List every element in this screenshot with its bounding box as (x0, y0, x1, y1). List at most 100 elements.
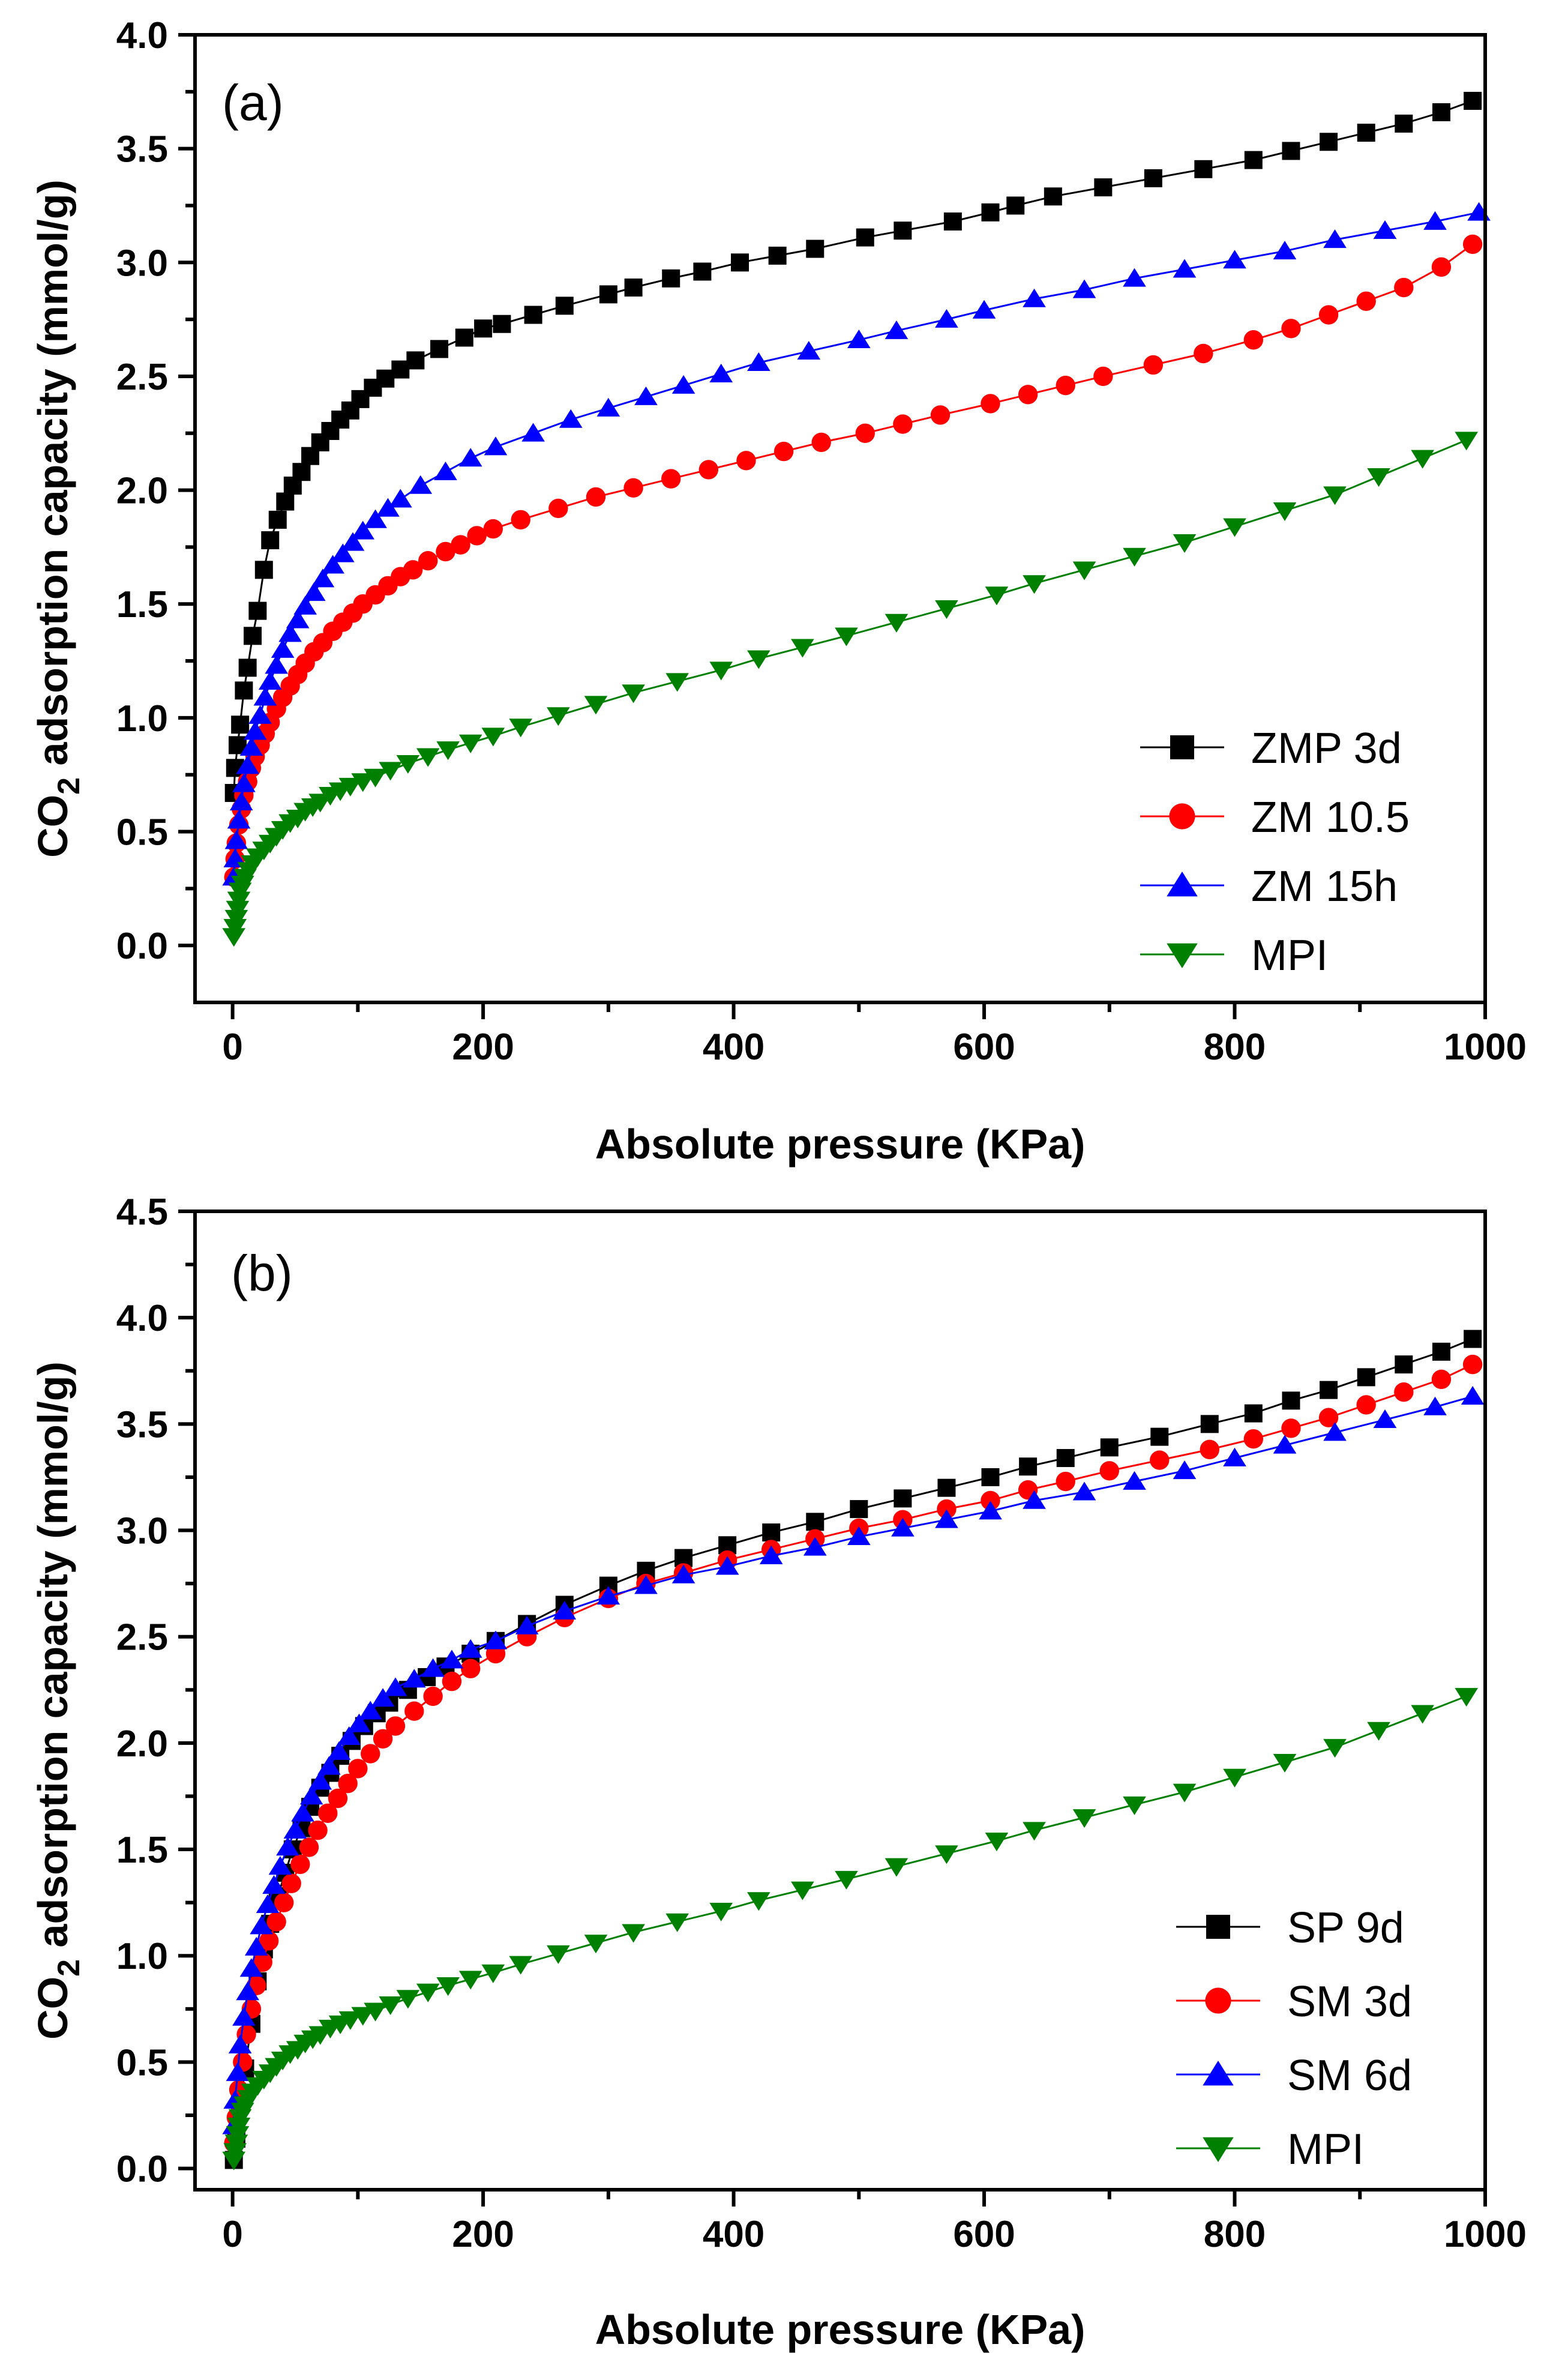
panel-b-point-sm-6d (1323, 1422, 1347, 1441)
panel-a-point-zm-10-5 (1194, 343, 1213, 364)
panel-a-point-zmp-3d (524, 306, 542, 324)
panel-b-point-sm-6d (1423, 1396, 1447, 1415)
panel-b-y-tick-label: 3.5 (116, 1404, 168, 1445)
panel-b-legend-marker-sm-3d (1205, 1987, 1231, 2014)
panel-b-point-sm-6d (291, 1803, 314, 1822)
panel-a-point-zm-15h (1072, 279, 1096, 298)
panel-b-point-sm-6d (299, 1786, 323, 1805)
panel-b-point-sm-6d (484, 1630, 508, 1649)
panel-b-point-mpi (1023, 1822, 1046, 1841)
panel-b-point-sm-6d (402, 1669, 426, 1688)
panel-b-point-mpi (1072, 1809, 1096, 1828)
panel-b-point-sm-6d (262, 1875, 286, 1894)
panel-b-legend-marker-sm-6d (1203, 2061, 1234, 2086)
panel-b-x-tick-label: 1000 (1444, 2214, 1527, 2255)
panel-a-point-zmp-3d (1320, 133, 1338, 151)
panel-a-point-zm-15h (302, 582, 326, 601)
panel-a-point-zmp-3d (624, 279, 643, 297)
panel-a-point-zm-15h (885, 320, 909, 339)
panel-a-point-mpi (1273, 502, 1297, 521)
panel-b-point-sp-9d (894, 1489, 912, 1508)
panel-b-legend-label-sp-9d: SP 9d (1287, 1904, 1404, 1952)
panel-b-point-sm-6d (1273, 1435, 1297, 1454)
panel-a-point-mpi (416, 748, 440, 767)
panel-b-point-sm-6d (308, 1771, 332, 1790)
panel-a-point-zm-10-5 (736, 451, 756, 471)
panel-b-legend-label-sm-6d: SM 6d (1287, 2052, 1412, 2100)
panel-b-plot-area: 0 200 400 600 800 1000 0.0 0.5 1.0 1.5 2.0 2.5 3.0 3.… (116, 1192, 1527, 2255)
panel-b-point-sp-9d (1432, 1342, 1450, 1361)
panel-b-point-sm-3d (1056, 1471, 1075, 1492)
panel-b-point-sm-3d (937, 1499, 957, 1519)
panel-b-point-sm-6d (256, 1894, 280, 1913)
panel-a-point-mpi (226, 900, 250, 920)
panel-a-point-zmp-3d (244, 627, 262, 645)
panel-b-point-sp-9d (937, 1478, 956, 1497)
panel-b-y-axis-title-co: CO (29, 1977, 76, 2040)
panel-b-point-mpi (1223, 1768, 1246, 1788)
panel-a-legend-label-zm-10-5: ZM 10.5 (1251, 794, 1410, 842)
panel-b-point-mpi (665, 1913, 689, 1932)
panel-a-point-zm-15h (239, 737, 263, 756)
panel-b-point-mpi (1455, 1688, 1479, 1707)
panel-b-y-tick-label: 2.0 (116, 1723, 168, 1765)
panel-a-point-mpi (396, 755, 420, 774)
panel-a-point-mpi (547, 707, 570, 726)
panel-a-point-zm-10-5 (586, 487, 606, 507)
panel-b-y-axis-title-rest: adsorption capacity (mmol/g) (29, 1361, 76, 1959)
panel-a-point-zmp-3d (555, 297, 574, 315)
panel-b-point-mpi (791, 1881, 814, 1900)
panel-b-point-mpi (364, 2002, 387, 2022)
panel-a-point-zm-15h (224, 830, 248, 849)
panel-a-point-mpi (338, 777, 362, 797)
panel-b-point-mpi (226, 2126, 250, 2145)
panel-b-point-sm-3d (385, 1716, 406, 1736)
panel-a-point-mpi (458, 734, 482, 753)
panel-b-point-mpi (416, 1983, 440, 2002)
panel-a-series-zmp-3d (224, 91, 1482, 803)
panel-b-point-sm-3d (299, 1837, 319, 1857)
panel-b-point-sm-6d (239, 1958, 263, 1977)
panel-b-point-sm-6d (371, 1688, 395, 1707)
panel-b-point-sm-6d (236, 1981, 259, 2001)
panel-a-y-tick-label: 2.0 (116, 471, 168, 512)
panel-b-point-mpi (835, 1870, 858, 1890)
panel-b-point-sp-9d (981, 1468, 1000, 1486)
panel-a-point-mpi (885, 613, 909, 633)
panel-b-point-sm-6d (979, 1501, 1002, 1520)
panel-a-y-axis-title-co: CO (29, 795, 76, 858)
panel-b-point-sp-9d (1019, 1457, 1038, 1476)
panel-a-point-zm-15h (409, 475, 433, 494)
panel-a-point-zm-15h (521, 423, 545, 442)
panel-a-x-axis-title: Absolute pressure (KPa) (595, 1121, 1086, 1167)
panel-a-point-zmp-3d (391, 360, 410, 379)
panel-a-y-tick-label: 3.0 (116, 243, 168, 284)
panel-b-point-sm-6d (1023, 1490, 1046, 1509)
panel-a-point-zmp-3d (231, 716, 250, 734)
panel-a: 0 200 400 600 800 1000 0.0 0.5 1.0 1.5 2.0 2.5 3.0 3.… (29, 15, 1527, 1167)
panel-a-point-zmp-3d (430, 340, 449, 358)
panel-b-label: (b) (231, 1245, 293, 1301)
panel-b-legend-item-sp-9d: SP 9d (1176, 1904, 1404, 1952)
panel-b-point-mpi (509, 1956, 533, 1975)
panel-a-point-zm-15h (271, 639, 295, 658)
panel-b-point-sm-3d (253, 1952, 272, 1972)
panel-a-point-mpi (1367, 468, 1390, 487)
panel-b-point-sm-6d (440, 1649, 464, 1669)
panel-a-x-tick-label: 400 (703, 1026, 764, 1068)
panel-b-point-sm-3d (1243, 1429, 1264, 1449)
panel-a-point-zm-15h (278, 623, 302, 642)
panel-a-point-mpi (1455, 432, 1479, 451)
panel-a-point-zm-15h (321, 555, 344, 574)
panel-a-point-zm-10-5 (436, 541, 455, 562)
panel-b-point-sm-3d (373, 1729, 393, 1749)
panel-a-point-zm-15h (458, 448, 482, 467)
panel-b-legend-marker-sp-9d (1206, 1915, 1230, 1939)
panel-a-y-tick-label: 1.0 (116, 698, 168, 740)
panel-b-x-tick-label: 200 (452, 2214, 514, 2255)
panel-b-point-sm-3d (1318, 1408, 1339, 1427)
panel-a-legend-marker-mpi (1167, 943, 1198, 968)
panel-a-point-mpi (1411, 450, 1434, 469)
panel-a-point-zmp-3d (806, 240, 825, 258)
panel-b-legend-label-sm-3d: SM 3d (1287, 1978, 1412, 2026)
